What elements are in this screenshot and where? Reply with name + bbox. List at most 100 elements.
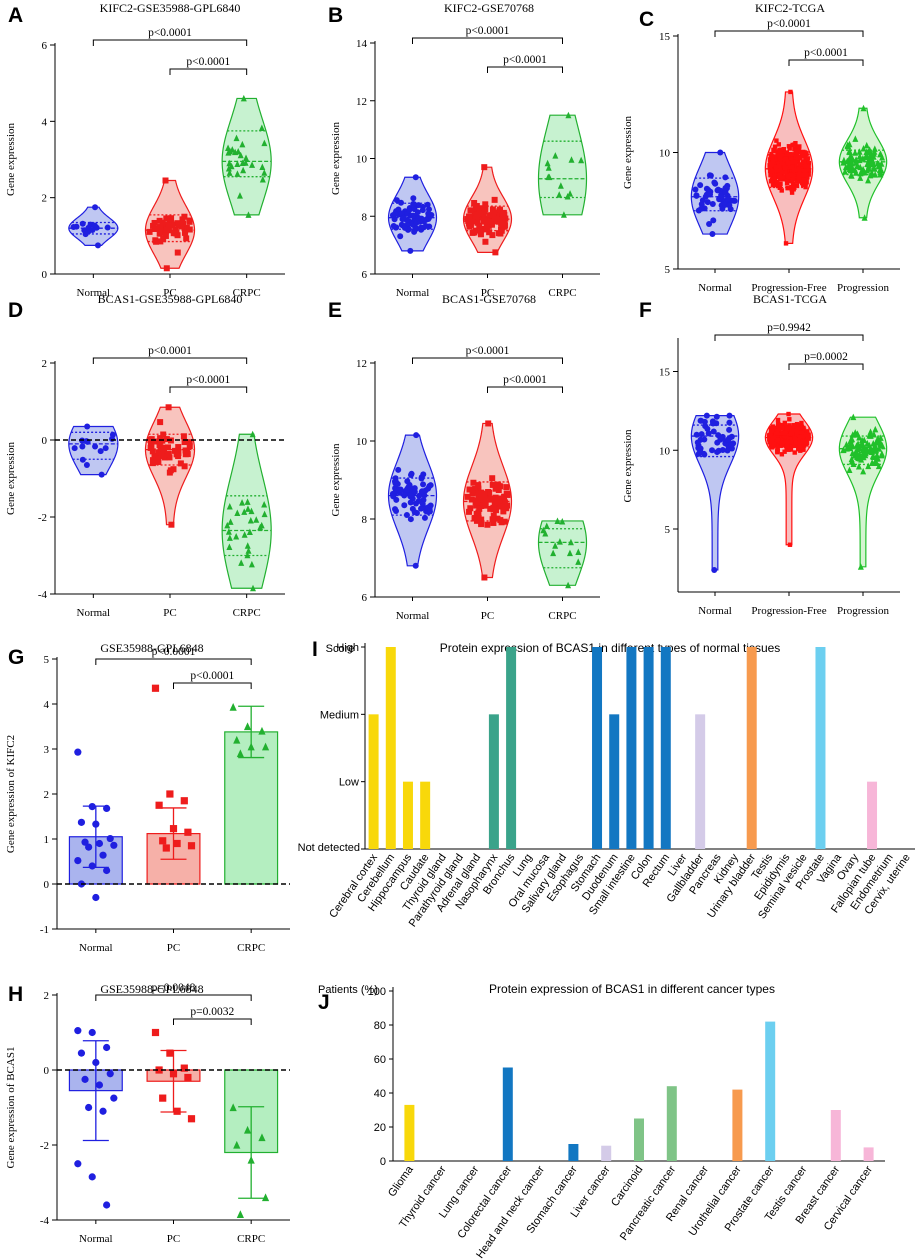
x-tick-label: PC: [167, 1233, 180, 1245]
panel-F: F BCAS1-TCGA 5 10 15 Gene expression Normal Pro…: [622, 292, 900, 617]
data-point: [501, 518, 508, 525]
data-point: [476, 222, 483, 229]
x-tick-label: Progression-Free: [751, 282, 826, 294]
data-point: [800, 439, 806, 444]
data-point: [848, 455, 855, 463]
data-point: [241, 531, 248, 538]
y-tick-label: 20: [374, 1122, 386, 1134]
data-point: [245, 547, 252, 554]
y-axis-label: Gene expression: [5, 442, 17, 516]
data-point: [81, 838, 89, 846]
data-point: [850, 413, 857, 421]
y-tick-label: 5: [44, 654, 50, 666]
data-point: [466, 486, 473, 493]
data-point: [803, 184, 808, 190]
data-point: [79, 456, 86, 463]
data-point: [169, 825, 178, 833]
data-point: [552, 152, 559, 159]
data-point: [92, 1058, 100, 1067]
data-point: [426, 508, 433, 515]
data-point: [257, 523, 264, 531]
chart-title: KIFC2-TCGA: [755, 1, 825, 15]
data-point: [774, 138, 779, 143]
data-point: [395, 486, 402, 493]
data-point: [856, 148, 863, 155]
p-value-label: p<0.0001: [804, 47, 848, 59]
data-point: [162, 844, 170, 852]
data-point: [401, 224, 408, 231]
data-point: [180, 797, 188, 805]
data-point: [724, 447, 731, 454]
data-point: [728, 433, 735, 440]
data-point: [490, 512, 497, 519]
y-axis-title: Score: [326, 643, 355, 655]
data-point: [391, 216, 398, 223]
data-point: [418, 505, 425, 512]
data-point: [776, 424, 782, 430]
data-point: [186, 226, 193, 233]
data-point: [243, 154, 250, 161]
data-point: [229, 1103, 237, 1112]
data-point: [235, 147, 242, 155]
data-point: [566, 549, 573, 557]
data-point: [180, 220, 187, 227]
data-point: [768, 172, 773, 178]
data-point: [478, 494, 485, 501]
data-point: [709, 201, 716, 208]
data-point: [481, 217, 488, 224]
data-point: [788, 439, 794, 444]
data-point: [501, 499, 508, 506]
data-point: [847, 444, 854, 452]
x-tick-label: Progression-Free: [751, 605, 826, 617]
bar-stomach-cancer: [568, 1144, 579, 1161]
data-point: [407, 471, 414, 478]
data-point: [698, 431, 705, 438]
data-point: [799, 420, 804, 426]
data-point: [410, 201, 417, 208]
data-point: [470, 479, 477, 486]
data-point: [427, 502, 434, 509]
data-point: [800, 164, 805, 170]
data-point: [421, 514, 428, 521]
data-point: [795, 167, 800, 173]
data-point: [717, 434, 724, 441]
y-tick-label: 5: [665, 264, 671, 276]
data-point: [403, 512, 410, 519]
p-value-label: p<0.0001: [152, 646, 196, 658]
bar-duodenum: [609, 714, 620, 849]
data-point: [789, 190, 795, 195]
data-point: [786, 144, 792, 149]
data-point: [485, 420, 492, 427]
data-point: [567, 538, 574, 546]
data-point: [95, 1081, 104, 1089]
significance-bracket: [169, 386, 248, 393]
data-point: [238, 559, 245, 566]
data-point: [397, 233, 404, 240]
data-point: [227, 518, 234, 525]
bar-fallopian-tube: [867, 781, 878, 849]
data-point: [877, 440, 884, 448]
x-tick-label: PC: [481, 610, 494, 622]
data-point: [175, 444, 182, 451]
data-point: [160, 447, 167, 454]
data-point: [774, 428, 779, 434]
data-point: [482, 502, 489, 509]
data-point: [74, 1160, 82, 1168]
data-point: [156, 442, 163, 449]
p-value-label: p<0.0001: [186, 374, 230, 386]
data-point: [97, 448, 104, 455]
data-point: [175, 453, 182, 460]
data-point: [795, 426, 800, 431]
data-point: [244, 505, 251, 512]
bar-carcinoid: [634, 1118, 644, 1161]
data-point: [795, 179, 800, 184]
data-point: [785, 173, 791, 178]
p-value-label: p=0.0032: [190, 1006, 234, 1018]
data-point: [693, 192, 700, 199]
data-point: [578, 156, 585, 164]
data-point: [465, 217, 472, 224]
data-point: [697, 447, 704, 454]
chart-title: BCAS1-GSE35988-GPL6840: [98, 292, 243, 306]
panel-label-I: I: [312, 638, 318, 661]
data-point: [504, 491, 511, 498]
